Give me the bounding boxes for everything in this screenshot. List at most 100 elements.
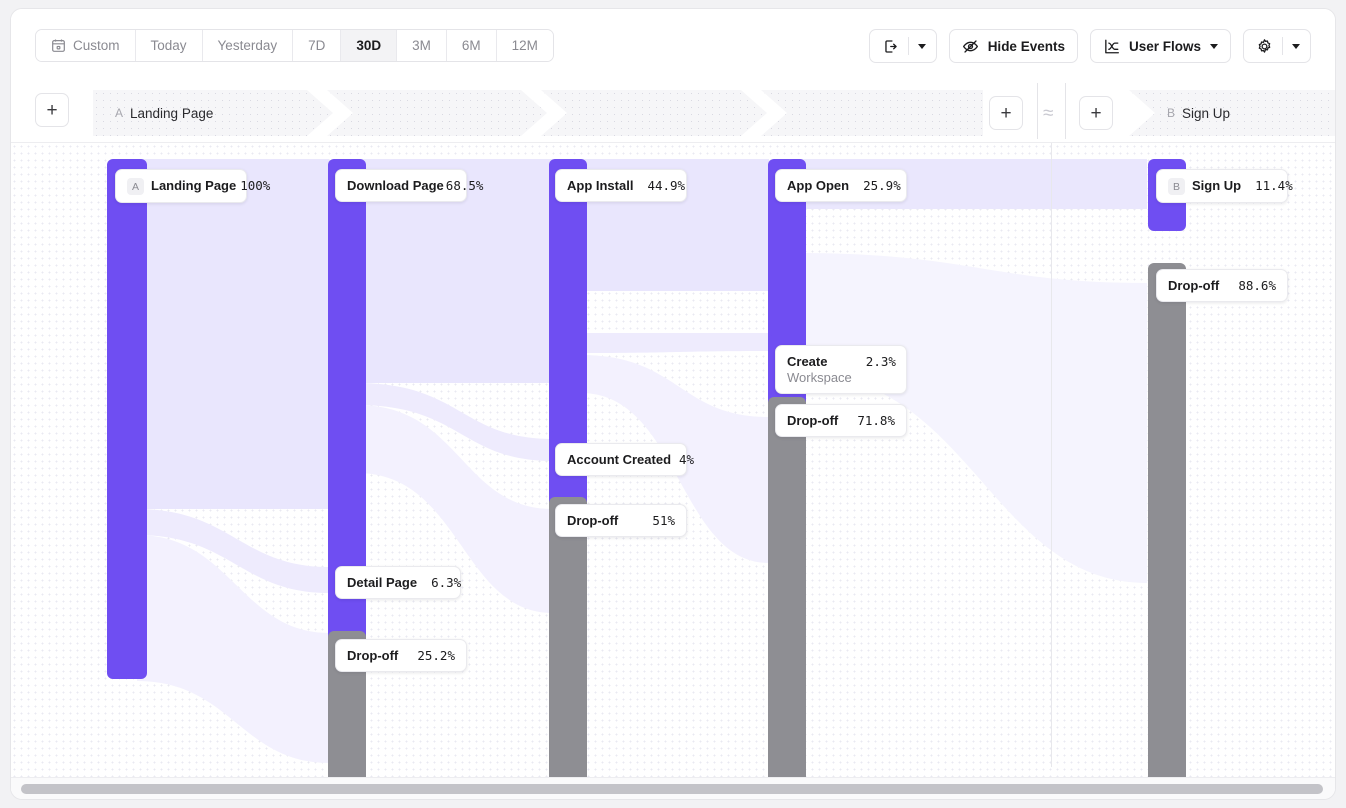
node-value: 25.2% — [417, 648, 455, 663]
node-label-download-page[interactable]: Download Page 68.5% — [335, 169, 483, 202]
flow-chart-icon — [1103, 38, 1120, 55]
node-name-line1: Create — [787, 354, 828, 369]
range-label: Yesterday — [217, 38, 278, 53]
chevron-down-icon[interactable] — [1210, 43, 1218, 49]
plus-icon: + — [1000, 102, 1012, 124]
node-bar-dropoff-3[interactable] — [768, 397, 806, 791]
node-value: 6.3% — [431, 575, 462, 590]
hide-events-button[interactable]: Hide Events — [948, 29, 1078, 63]
range-30d[interactable]: 30D — [341, 30, 398, 61]
node-value: 44.9% — [647, 178, 686, 193]
node-label-create-workspace[interactable]: Create Workspace 2.3% — [775, 345, 907, 394]
node-value: 100% — [240, 178, 271, 193]
sankey-canvas[interactable]: A Landing Page 100% Download Page 68.5% … — [11, 143, 1335, 791]
node-bar-landing-page[interactable] — [107, 159, 147, 679]
hide-events-label: Hide Events — [987, 38, 1065, 54]
toolbar-actions: Hide Events User Flows — [868, 29, 1311, 63]
node-label-sign-up[interactable]: B Sign Up 11.4% — [1156, 169, 1293, 203]
panel-divider — [1051, 143, 1052, 767]
node-name: Detail Page — [347, 575, 418, 590]
node-name: Drop-off — [1168, 278, 1220, 293]
node-name: Download Page — [347, 178, 444, 193]
chevron-down-icon[interactable] — [1292, 43, 1300, 49]
node-label-dropoff-4[interactable]: Drop-off 88.6% — [1156, 269, 1288, 302]
gear-icon — [1256, 38, 1273, 55]
node-name: Sign Up — [1192, 178, 1242, 193]
node-badge: B — [1168, 178, 1185, 195]
wave-icon: ≈ — [1043, 103, 1054, 124]
step-badge: B — [1167, 106, 1176, 120]
step-label: Sign Up — [1182, 105, 1231, 121]
node-bar-dropoff-2[interactable] — [549, 497, 587, 791]
step-label: Landing Page — [130, 105, 214, 121]
range-7d[interactable]: 7D — [293, 30, 342, 61]
node-label-detail-page[interactable]: Detail Page 6.3% — [335, 566, 461, 599]
chevron-down-icon[interactable] — [917, 43, 926, 49]
user-flows-button[interactable]: User Flows — [1089, 29, 1231, 63]
node-label-dropoff-3[interactable]: Drop-off 71.8% — [775, 404, 907, 437]
node-value: 25.9% — [863, 178, 901, 193]
node-label-app-open[interactable]: App Open 25.9% — [775, 169, 907, 202]
range-label: Custom — [73, 38, 120, 53]
add-step-right-button[interactable]: + — [1079, 96, 1113, 130]
node-label-dropoff-1[interactable]: Drop-off 25.2% — [335, 639, 467, 672]
range-label: Today — [150, 38, 187, 53]
user-flows-label: User Flows — [1128, 38, 1201, 54]
range-3m[interactable]: 3M — [397, 30, 447, 61]
range-label: 12M — [511, 38, 538, 53]
node-label-app-install[interactable]: App Install 44.9% — [555, 169, 687, 202]
date-range-selector[interactable]: Custom Today Yesterday 7D 30D 3M 6M 12M — [35, 29, 554, 62]
add-step-mid-button[interactable]: + — [989, 96, 1023, 130]
node-label-landing-page[interactable]: A Landing Page 100% — [115, 169, 270, 203]
range-12m[interactable]: 12M — [496, 30, 553, 61]
node-name: App Open — [787, 178, 850, 193]
divider — [1065, 83, 1066, 139]
node-badge: A — [127, 178, 144, 195]
node-name: Landing Page — [151, 178, 237, 193]
step-segment-landing-page[interactable]: A Landing Page — [93, 90, 333, 136]
node-value: 4% — [679, 452, 695, 467]
range-6m[interactable]: 6M — [446, 30, 497, 61]
app-window: Custom Today Yesterday 7D 30D 3M 6M 12M — [10, 8, 1336, 800]
node-name: Drop-off — [787, 413, 839, 428]
node-label-dropoff-2[interactable]: Drop-off 51% — [555, 504, 687, 537]
range-label: 6M — [461, 38, 481, 53]
scrollbar-thumb[interactable] — [21, 784, 1323, 794]
node-value: 11.4% — [1255, 178, 1293, 193]
toolbar: Custom Today Yesterday 7D 30D 3M 6M 12M — [11, 9, 1335, 79]
node-name: Account Created — [567, 452, 672, 467]
node-label-account-created[interactable]: Account Created 4% — [555, 443, 694, 476]
export-icon — [882, 38, 899, 55]
step-breadcrumb-bar: + A Landing Page + ≈ + B Sign Up — [11, 79, 1335, 143]
node-value: 71.8% — [857, 413, 895, 428]
step-badge: A — [115, 106, 124, 120]
node-name: App Install — [567, 178, 634, 193]
eye-slash-icon — [962, 38, 979, 55]
add-step-left-button[interactable]: + — [35, 93, 69, 127]
node-bar-app-install[interactable] — [549, 159, 587, 533]
divider — [1282, 37, 1283, 55]
node-value: 68.5% — [445, 178, 484, 193]
range-label: 3M — [412, 38, 431, 53]
range-label: 30D — [356, 38, 382, 53]
range-yesterday[interactable]: Yesterday — [202, 30, 294, 61]
node-value: 2.3% — [865, 354, 896, 369]
calendar-icon — [51, 38, 66, 53]
range-custom[interactable]: Custom — [36, 30, 136, 61]
plus-icon: + — [1090, 102, 1102, 124]
node-name: Drop-off — [347, 648, 399, 663]
horizontal-scrollbar[interactable] — [11, 777, 1335, 799]
step-segment-3[interactable] — [541, 90, 767, 136]
settings-button[interactable] — [1243, 29, 1311, 63]
range-label: 7D — [308, 38, 326, 53]
export-button[interactable] — [868, 29, 937, 63]
node-value: 88.6% — [1238, 278, 1276, 293]
step-segment-2[interactable] — [327, 90, 547, 136]
node-name: Create Workspace — [787, 353, 852, 386]
step-segment-sign-up[interactable]: B Sign Up — [1129, 90, 1335, 136]
plus-icon: + — [46, 99, 58, 121]
node-value: 51% — [652, 513, 675, 528]
range-today[interactable]: Today — [135, 30, 203, 61]
node-bar-dropoff-4[interactable] — [1148, 263, 1186, 791]
step-segment-4[interactable] — [761, 90, 983, 136]
